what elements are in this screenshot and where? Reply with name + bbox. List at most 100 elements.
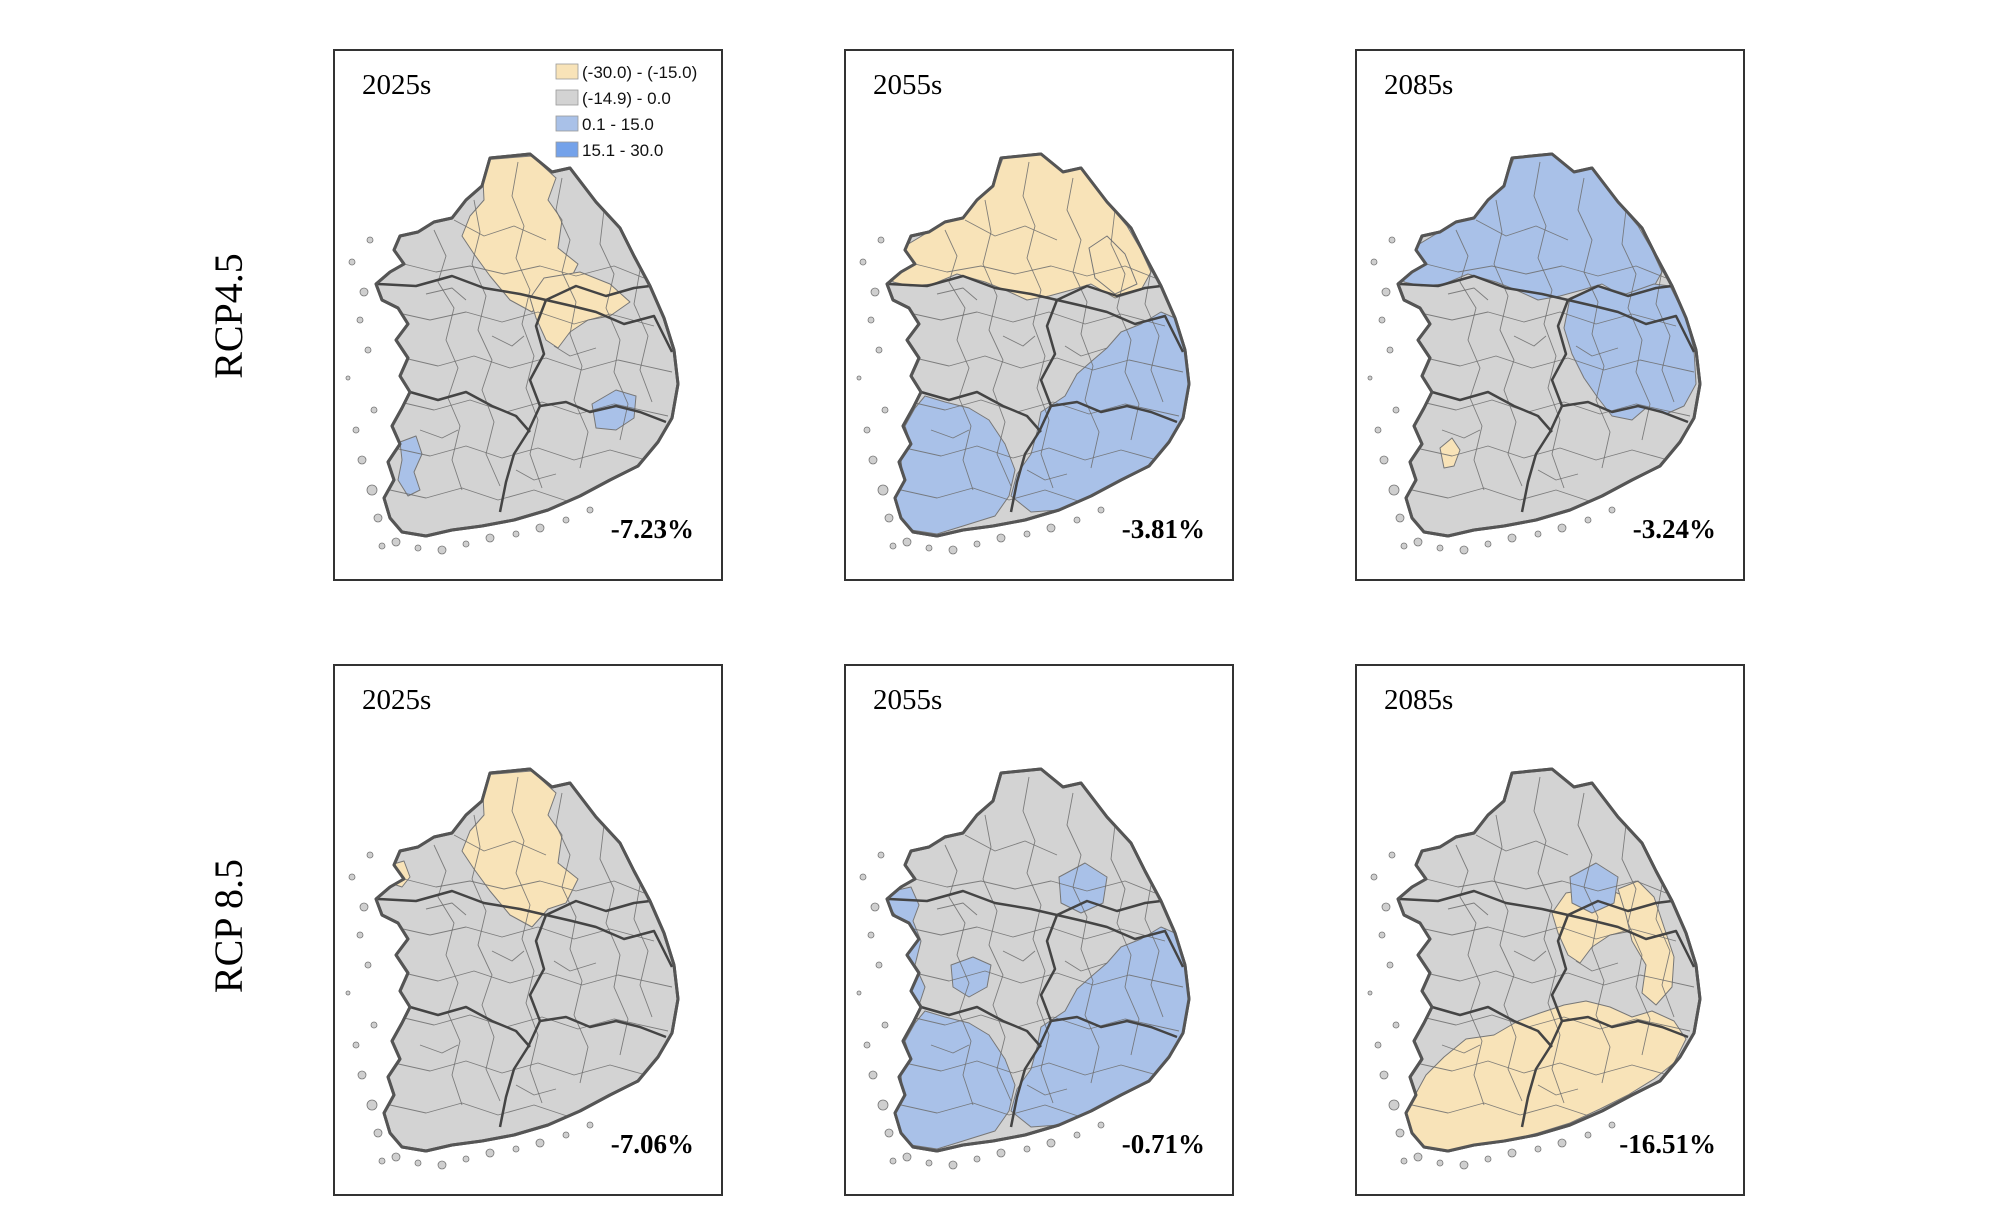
average-change-label: -3.24%: [1633, 514, 1716, 544]
island: [1395, 1128, 1405, 1138]
district-boundary: [1655, 269, 1675, 403]
island: [1378, 931, 1386, 939]
province-boundary: [1567, 298, 1696, 353]
island: [1023, 1145, 1031, 1153]
district-boundary: [471, 199, 501, 487]
period-label: 2025s: [362, 69, 431, 101]
district-boundary: [1026, 469, 1068, 481]
district-boundary: [914, 355, 1184, 373]
district-boundary: [555, 177, 589, 469]
district-boundary: [553, 345, 597, 357]
province-boundary: [545, 298, 674, 353]
island: [1436, 1159, 1444, 1167]
period-label: 2055s: [873, 69, 942, 101]
island: [1374, 426, 1382, 434]
island: [357, 455, 367, 465]
district-boundary: [453, 219, 547, 241]
zone-northwest-inland: [461, 770, 579, 928]
island: [366, 236, 374, 244]
district-boundary: [433, 844, 463, 1106]
island: [535, 523, 545, 533]
island: [370, 1021, 378, 1029]
island: [1507, 1148, 1517, 1158]
district-boundary: [1475, 834, 1569, 856]
district-boundary: [1513, 335, 1547, 347]
island: [391, 1152, 401, 1162]
island: [1388, 851, 1396, 859]
district-boundary: [1066, 177, 1100, 469]
legend-label-increase-strong: 15.1 - 30.0: [582, 141, 663, 160]
district-boundary: [491, 335, 525, 347]
district-boundary: [1066, 792, 1100, 1084]
district-boundary: [1577, 792, 1611, 1084]
island: [345, 375, 351, 381]
island: [1046, 1138, 1056, 1148]
row-label-rcp45: RCP4.5: [206, 253, 251, 379]
island: [925, 544, 933, 552]
zones: [1405, 862, 1687, 1151]
map-panel-rcp45-2085s: 2085s -3.24%: [1355, 49, 1745, 581]
island: [881, 406, 889, 414]
district-boundary: [1621, 209, 1651, 441]
island: [868, 455, 878, 465]
district-boundary: [403, 970, 673, 988]
island: [1388, 484, 1400, 496]
island: [366, 484, 378, 496]
island: [1367, 375, 1373, 381]
district-boundary: [1575, 960, 1619, 972]
island: [856, 990, 862, 996]
map-panel-rcp85-2085s: 2085s -16.51%: [1355, 664, 1745, 1196]
district-boundary: [511, 776, 543, 1104]
district-boundary: [904, 1060, 1158, 1076]
island: [512, 530, 520, 538]
island: [437, 545, 447, 555]
island: [485, 1148, 495, 1158]
island: [1388, 236, 1396, 244]
district-boundary: [1110, 209, 1140, 441]
district-boundary: [1455, 229, 1485, 491]
district-boundary: [1537, 469, 1579, 481]
island: [1534, 530, 1542, 538]
island: [352, 426, 360, 434]
island: [884, 513, 894, 523]
island: [586, 506, 594, 514]
district-boundary: [403, 355, 673, 373]
map-panel-rcp45-2055s: 2055s -3.81%: [844, 49, 1234, 581]
district-boundary: [1447, 902, 1489, 916]
district-boundary: [453, 834, 547, 856]
province-boundary: [1056, 913, 1185, 968]
legend-label-decrease-strong: (-30.0) - (-15.0): [582, 63, 697, 82]
island: [948, 1160, 958, 1170]
island: [1584, 516, 1592, 524]
district-boundary: [633, 269, 653, 403]
island: [1392, 406, 1400, 414]
island: [562, 516, 570, 524]
island: [1400, 542, 1408, 550]
island: [1379, 1070, 1389, 1080]
period-label: 2085s: [1384, 69, 1453, 101]
province-boundary: [1431, 390, 1553, 433]
district-boundary: [1425, 263, 1667, 279]
district-boundary: [425, 287, 467, 301]
district-boundary: [633, 884, 653, 1018]
island: [373, 1128, 383, 1138]
island: [1459, 1160, 1469, 1170]
islands: [856, 236, 1105, 555]
district-boundary: [1421, 399, 1691, 417]
legend-swatch-decrease-weak: [555, 89, 579, 106]
island: [881, 1021, 889, 1029]
island: [1413, 1152, 1423, 1162]
district-boundary: [944, 844, 974, 1106]
province-boundary: [1050, 400, 1178, 424]
province-boundary: [1399, 274, 1673, 302]
island: [868, 1070, 878, 1080]
province-boundary: [539, 1015, 667, 1039]
islands: [856, 851, 1105, 1170]
island: [364, 346, 372, 354]
island: [859, 873, 867, 881]
district-boundary: [1455, 844, 1485, 1106]
district-boundary: [1577, 177, 1611, 469]
district-boundary: [982, 814, 1012, 1102]
island: [889, 1157, 897, 1165]
zone-southwest-coast: [397, 435, 423, 497]
